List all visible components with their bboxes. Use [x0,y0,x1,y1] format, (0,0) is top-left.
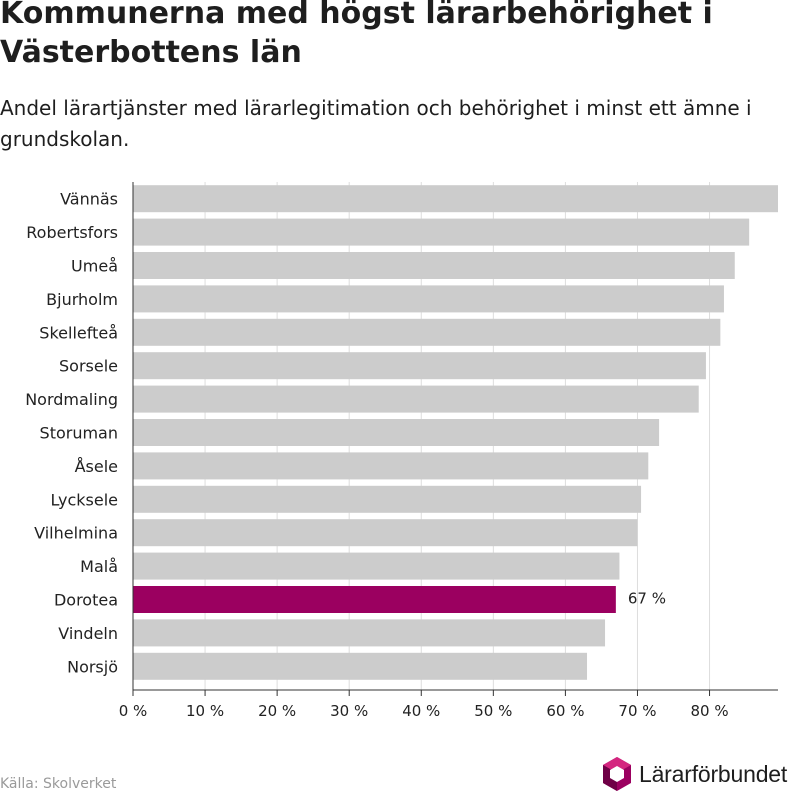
category-label: Vindeln [58,624,118,643]
x-tick-label: 70 % [618,702,656,720]
bar [133,285,724,313]
category-label: Robertsfors [26,223,118,242]
bar [133,252,735,279]
x-tick-label: 0 % [119,702,148,720]
category-label: Vännäs [60,190,118,209]
brand-logo: Lärarförbundet [601,756,787,792]
x-tick-label: 40 % [402,702,440,720]
bar [133,619,606,647]
bar [133,519,638,547]
category-label: Bjurholm [46,290,118,309]
bar [133,586,616,613]
category-label: Sorsele [59,357,118,376]
category-label: Storuman [40,424,118,443]
bar-chart: Vännäs Robertsfors Umeå Bjurholm Skellefteå S… [25,182,778,720]
x-tick-label: 80 % [690,702,728,720]
category-label: Norsjö [67,657,118,676]
data-label: 67 % [628,590,666,608]
category-label: Umeå [71,257,118,276]
category-label: Nordmaling [25,390,118,409]
x-tick-label: 30 % [330,702,368,720]
bar [133,352,706,380]
category-label: Dorotea [54,591,118,610]
brand-name: Lärarförbundet [639,760,788,787]
x-tick-label: 60 % [546,702,584,720]
x-tick-label: 20 % [258,702,296,720]
bar [133,652,588,680]
source-note: Källa: Skolverket [0,776,117,792]
chart-title: Kommunerna med högst lärarbehörighet i V… [0,0,713,70]
hexagon-logo-icon [603,757,631,791]
x-tick-label: 50 % [474,702,512,720]
bar [133,318,721,346]
bar [133,452,649,480]
category-label: Malå [80,557,118,576]
bar [133,419,660,446]
bar [133,485,642,513]
x-tick-label: 10 % [186,702,224,720]
bar [133,385,699,413]
category-label: Åsele [75,457,118,476]
bar [133,185,778,213]
chart-subtitle: Andel lärartjänster med lärarlegitimatio… [0,96,752,151]
bar [133,218,750,246]
category-label: Vilhelmina [34,524,118,543]
bar [133,552,620,580]
category-label: Skellefteå [39,323,118,342]
category-label: Lycksele [51,490,118,509]
